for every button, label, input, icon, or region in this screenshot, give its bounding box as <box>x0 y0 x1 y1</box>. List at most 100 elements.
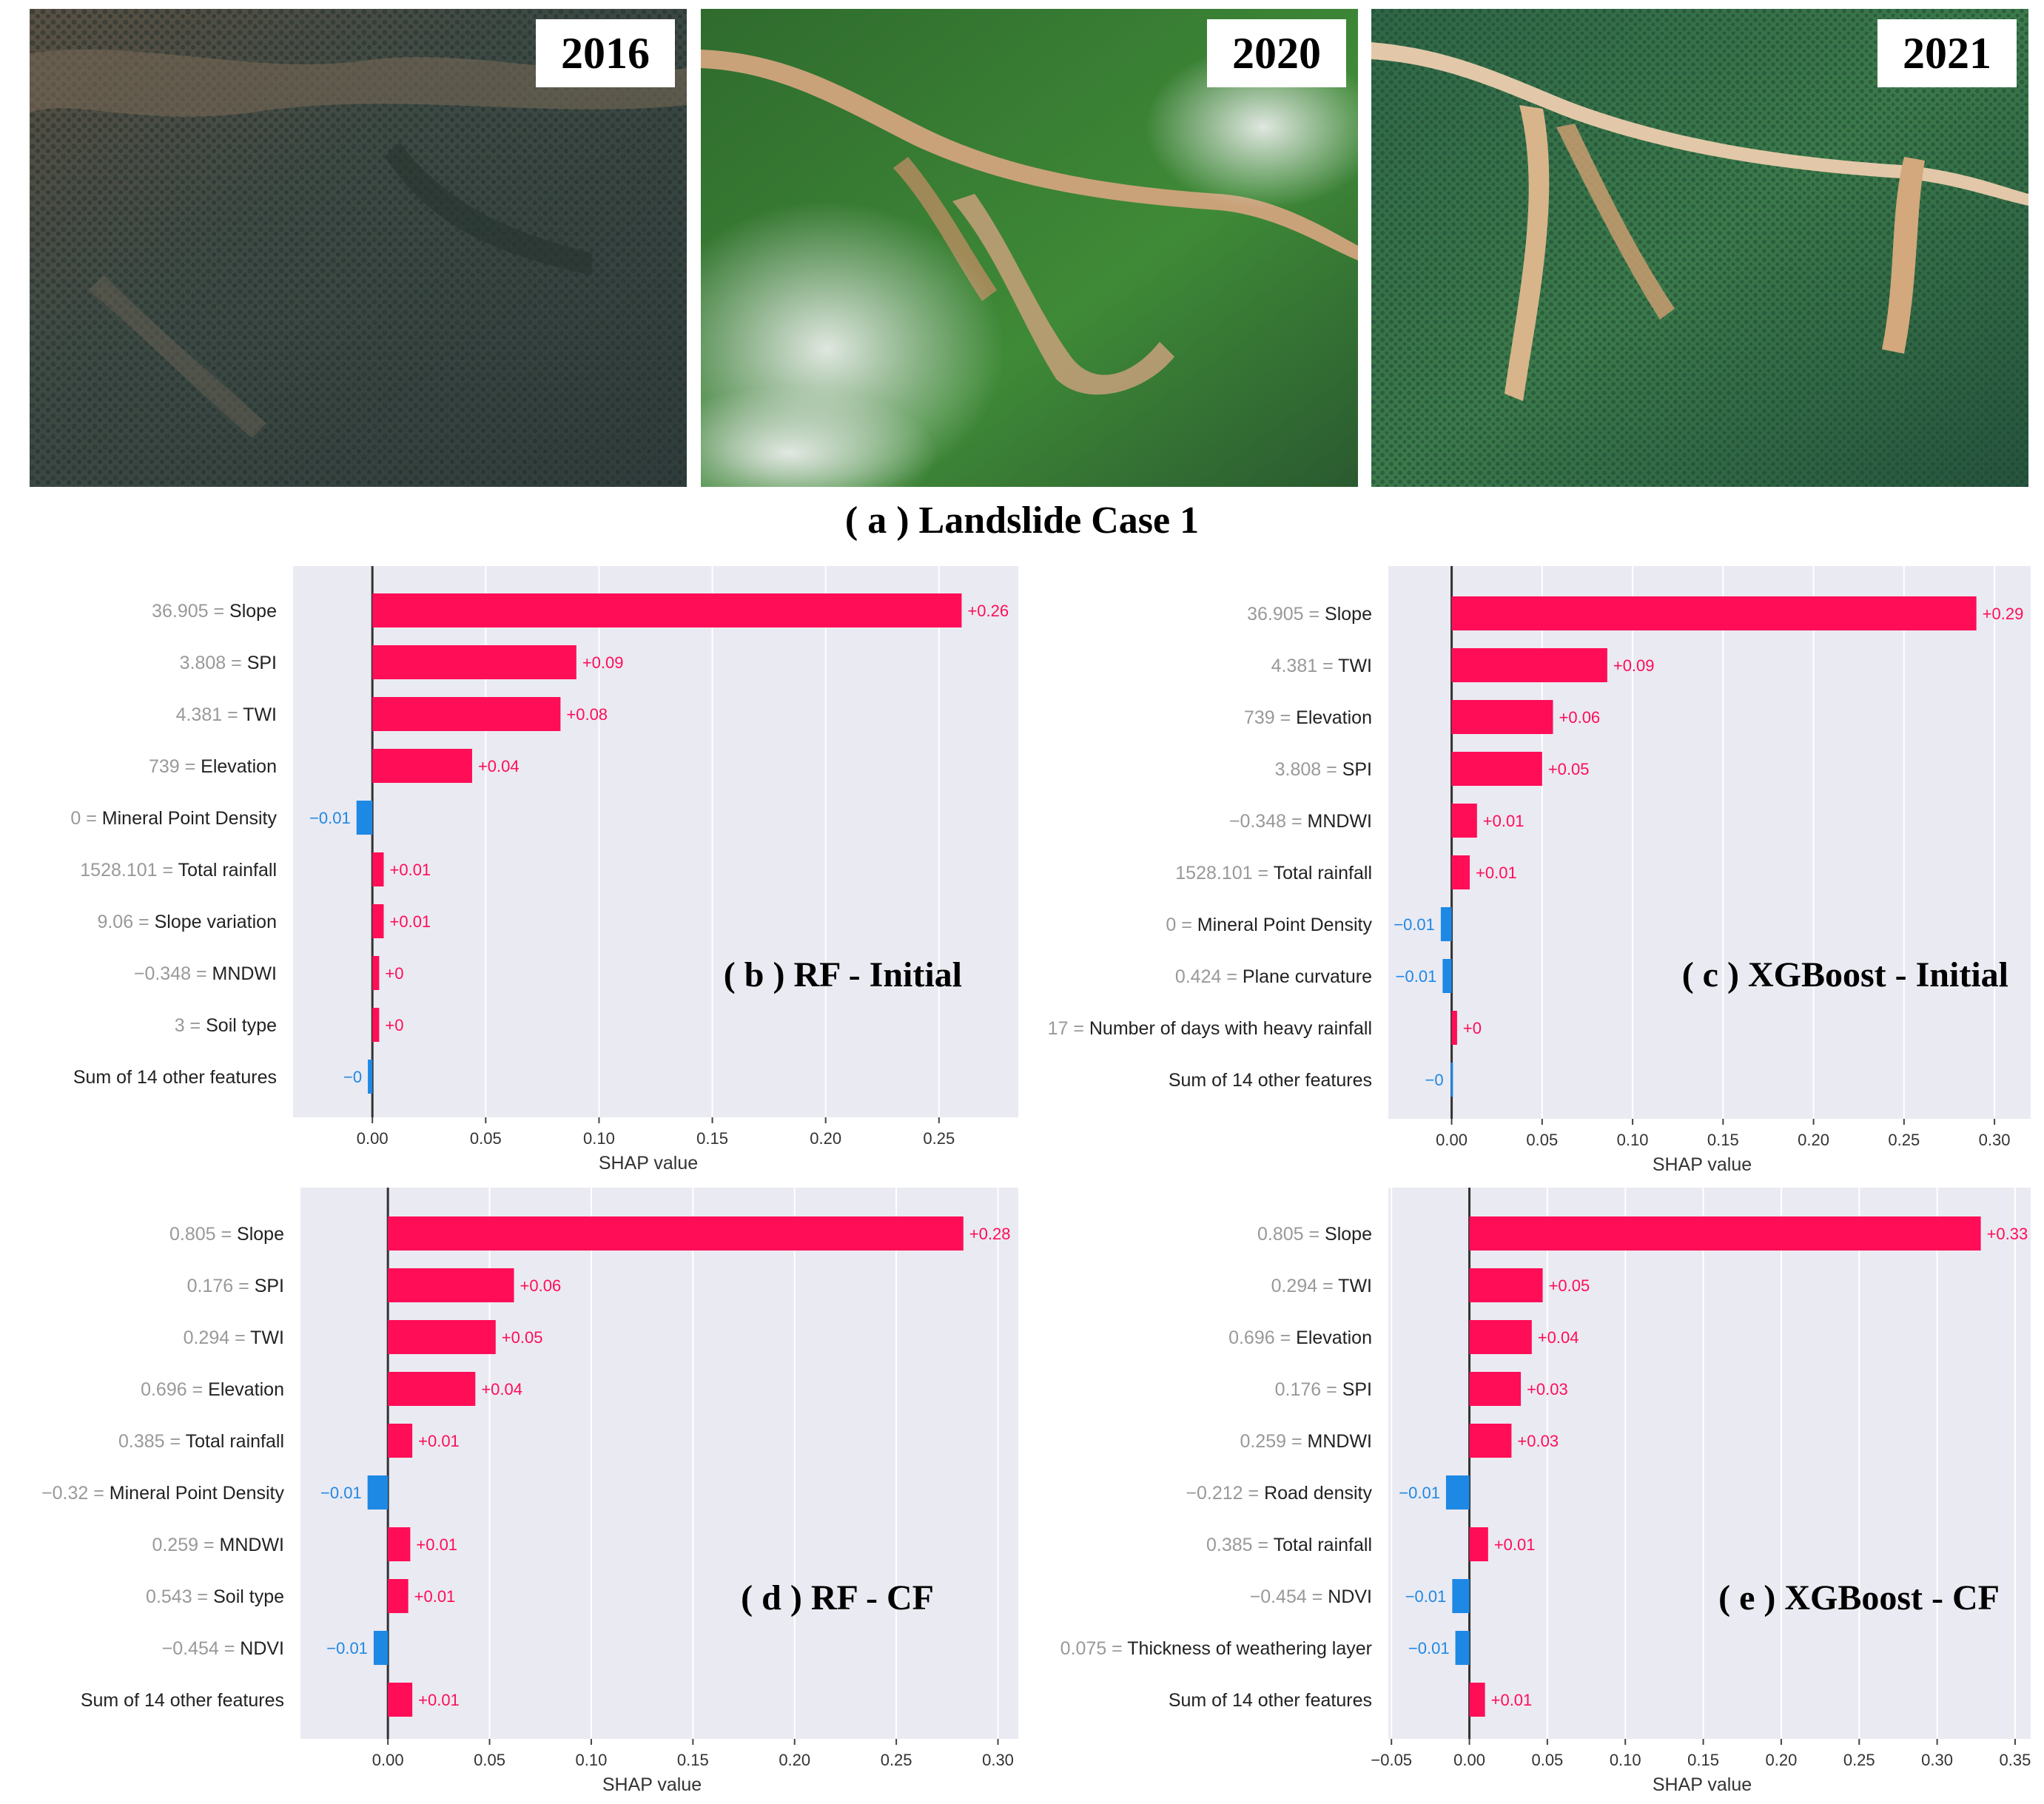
feature-value: 0.805 = <box>169 1224 237 1245</box>
feature-label: 0.805 = Slope <box>169 1224 284 1245</box>
bar-value-label: −0.01 <box>1408 1639 1450 1657</box>
feature-name: Thickness of weathering layer <box>1127 1638 1372 1659</box>
feature-label: 0.696 = Elevation <box>141 1379 284 1400</box>
shap-bar-mndwi <box>372 956 380 990</box>
bar-value-label: +0.06 <box>520 1276 562 1295</box>
bar-value-label: +0.06 <box>1559 708 1601 727</box>
panel-title: ( e ) XGBoost - CF <box>1718 1578 2000 1618</box>
x-axis-label: SHAP value <box>1653 1154 1752 1175</box>
bar-value-label: −0 <box>1425 1071 1443 1089</box>
feature-label: 3.808 = SPI <box>180 653 277 673</box>
shap-bar-mndwi <box>1469 1424 1512 1458</box>
panel-d-rf-cf: +0.28 0.805 = Slope +0.06 0.176 = SPI +0.05 0… <box>0 1188 1029 1804</box>
x-tick-label: 0.10 <box>1610 1751 1641 1769</box>
feature-label: −0.212 = Road density <box>1186 1483 1372 1504</box>
feature-name: Soil type <box>213 1586 284 1607</box>
feature-value: −0.348 = <box>134 963 212 984</box>
x-tick-label: 0.25 <box>1843 1751 1875 1769</box>
shap-chart-rf-initial: +0.26 36.905 = Slope +0.09 3.808 = SPI +0.08… <box>70 566 1018 1174</box>
feature-name: Slope <box>229 601 277 622</box>
shap-bar-twi <box>388 1320 496 1354</box>
feature-value: 0.543 = <box>146 1586 213 1607</box>
feature-name: TWI <box>250 1327 284 1348</box>
panel-b-rf-initial: +0.26 36.905 = Slope +0.09 3.808 = SPI +0.08… <box>0 566 1029 1180</box>
x-tick-label: 0.10 <box>583 1129 615 1148</box>
bar-value-label: +0.09 <box>1613 656 1655 675</box>
bar-value-label: +0.04 <box>478 757 520 775</box>
shap-bar-slope <box>388 1216 964 1251</box>
feature-name: Elevation <box>1296 707 1372 728</box>
year-label-2016: 2016 <box>536 19 675 87</box>
shap-bar-mndwi <box>1451 804 1477 838</box>
feature-name: TWI <box>1338 656 1372 676</box>
feature-value: 0.805 = <box>1257 1224 1325 1245</box>
shap-bar-ndvi <box>373 1631 389 1665</box>
feature-name: Elevation <box>208 1379 284 1400</box>
shap-bar-sum-of-14-other-features <box>388 1683 413 1717</box>
shap-chart-rf-cf: +0.28 0.805 = Slope +0.06 0.176 = SPI +0.05 0… <box>41 1188 1018 1795</box>
shap-bar-elevation <box>1469 1320 1532 1354</box>
feature-value: 739 = <box>149 756 201 777</box>
feature-value: 9.06 = <box>97 912 154 932</box>
feature-label: Sum of 14 other features <box>81 1690 284 1711</box>
x-tick-label: 0.10 <box>576 1751 608 1769</box>
feature-value: 0.176 = <box>187 1276 255 1296</box>
feature-label: 0.176 = SPI <box>187 1276 284 1296</box>
bar-value-label: +0.01 <box>390 912 431 931</box>
x-tick-label: 0.00 <box>357 1129 389 1148</box>
feature-label: −0.348 = MNDWI <box>134 963 277 984</box>
feature-name: Slope variation <box>155 912 277 932</box>
feature-name: Mineral Point Density <box>102 808 278 829</box>
bar-value-label: −0.01 <box>320 1484 362 1502</box>
feature-value: 0.176 = <box>1275 1379 1342 1400</box>
shap-chart-xgboost-initial: +0.29 36.905 = Slope +0.09 4.381 = TWI +0.06… <box>1048 566 2031 1175</box>
bar-value-label: +0.01 <box>418 1691 460 1709</box>
x-tick-label: 0.05 <box>470 1129 502 1148</box>
feature-value: −0.454 = <box>162 1638 241 1659</box>
bar-value-label: +0.01 <box>414 1587 456 1606</box>
x-tick-label: 0.15 <box>1707 1131 1739 1149</box>
feature-name: Elevation <box>201 756 277 777</box>
feature-name: Slope <box>237 1224 284 1245</box>
feature-label: 0.424 = Plane curvature <box>1175 966 1372 987</box>
shap-bar-elevation <box>388 1372 476 1406</box>
shap-bar-slope <box>1451 596 1977 630</box>
panel-title: ( d ) RF - CF <box>741 1578 934 1618</box>
shap-bar-sum-of-14-other-features <box>1469 1683 1485 1717</box>
shap-bar-slope <box>1469 1216 1981 1251</box>
feature-value: 3.808 = <box>180 653 247 673</box>
feature-value: 4.381 = <box>1271 656 1339 676</box>
feature-label: 4.381 = TWI <box>176 704 277 725</box>
shap-bar-thickness-of-weathering-layer <box>1455 1631 1470 1665</box>
feature-value: −0.348 = <box>1229 811 1308 832</box>
feature-label: −0.454 = NDVI <box>1250 1586 1372 1607</box>
x-tick-label: 0.05 <box>1531 1751 1563 1769</box>
feature-label: Sum of 14 other features <box>1169 1070 1372 1091</box>
bar-value-label: −0.01 <box>309 809 351 827</box>
feature-name: Number of days with heavy rainfall <box>1089 1018 1372 1039</box>
feature-value: 4.381 = <box>176 704 243 725</box>
shap-bar-soil-type <box>372 1008 380 1042</box>
photo-2020: 2020 <box>701 9 1358 487</box>
shap-bar-mndwi <box>388 1527 411 1561</box>
bar-value-label: −0.01 <box>1396 967 1437 986</box>
bar-value-label: +0.01 <box>1476 864 1517 882</box>
feature-name: NDVI <box>240 1638 284 1659</box>
feature-name: Total rainfall <box>178 860 277 881</box>
photo-2016: 2016 <box>30 9 687 487</box>
bar-value-label: +0.05 <box>1549 1276 1590 1295</box>
feature-name: MNDWI <box>212 963 277 984</box>
x-tick-label: 0.15 <box>677 1751 709 1769</box>
shap-bar-slope-variation <box>372 904 384 938</box>
feature-value: 0.696 = <box>141 1379 208 1400</box>
feature-name: Plane curvature <box>1243 966 1372 987</box>
feature-label: −0.32 = Mineral Point Density <box>41 1483 284 1504</box>
x-tick-label: 0.30 <box>1979 1131 2011 1149</box>
satellite-image-2021 <box>1371 9 2028 487</box>
shap-bar-plane-curvature <box>1442 959 1452 993</box>
feature-label: 36.905 = Slope <box>1247 604 1372 625</box>
shap-bar-mineral-point-density <box>367 1475 389 1509</box>
bar-value-label: +0.28 <box>969 1225 1011 1243</box>
bar-value-label: −0.01 <box>1399 1484 1440 1502</box>
x-tick-label: 0.20 <box>1798 1131 1829 1149</box>
